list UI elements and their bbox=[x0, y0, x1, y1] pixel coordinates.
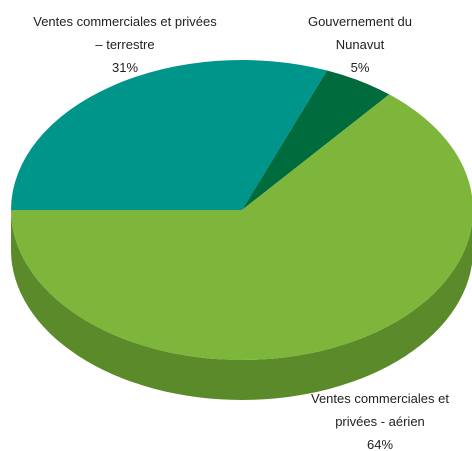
slice-name: Ventes commerciales et privées – terrest… bbox=[33, 14, 217, 52]
slice-percent: 5% bbox=[350, 60, 370, 75]
slice bbox=[11, 94, 472, 360]
slice-percent: 31% bbox=[111, 60, 139, 75]
slice-label: Gouvernement du Nunavut 5% bbox=[300, 10, 420, 79]
slice-side bbox=[11, 210, 472, 400]
slice-label: Ventes commerciales et privées – terrest… bbox=[30, 10, 220, 79]
slice bbox=[11, 60, 328, 211]
slice-label: Ventes commerciales et privées - aérien 6… bbox=[295, 387, 465, 451]
slice-percent: 64% bbox=[366, 437, 394, 451]
slice bbox=[242, 70, 390, 210]
slice-name: Ventes commerciales et privées - aérien bbox=[310, 391, 449, 429]
slice-name: Gouvernement du Nunavut bbox=[307, 14, 413, 52]
